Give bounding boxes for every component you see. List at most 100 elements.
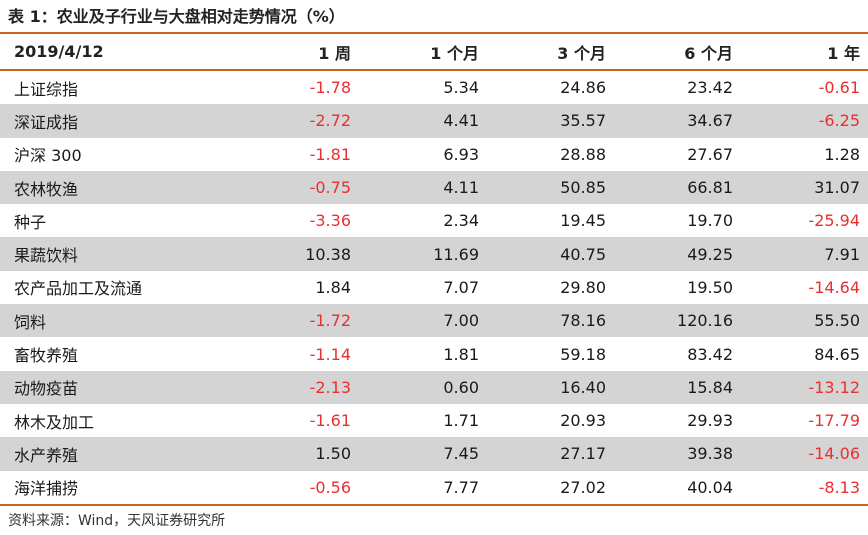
table-cell: 19.45: [560, 211, 606, 231]
table-cell: 27.17: [560, 444, 606, 464]
table-cell: 2.34: [443, 211, 479, 231]
table-row: 沪深 300 -1.81 6.93 28.88 27.67 1.28: [0, 138, 868, 171]
row-label: 深证成指: [14, 112, 79, 132]
header-1m: 1 个月: [430, 43, 479, 63]
table-cell: -25.94: [808, 211, 860, 231]
header-date: 2019/4/12: [14, 42, 104, 61]
table-cell: 39.38: [687, 444, 733, 464]
table-cell: -0.75: [309, 178, 351, 198]
table-cell: -1.72: [309, 311, 351, 331]
source-note: 资料来源：Wind，天风证券研究所: [8, 513, 226, 529]
table-cell: 1.71: [443, 411, 479, 431]
table-cell: 83.42: [687, 344, 733, 364]
table-cell: 31.07: [814, 178, 860, 198]
table-cell: 20.93: [560, 411, 606, 431]
table-cell: 40.75: [560, 244, 606, 264]
table-cell: 49.25: [687, 244, 733, 264]
table-cell: 55.50: [814, 311, 860, 331]
table-row: 水产养殖 1.50 7.45 27.17 39.38 -14.06: [0, 437, 868, 471]
table-cell: -0.61: [818, 78, 860, 98]
table-cell: -1.14: [309, 344, 351, 364]
table-cell: -17.79: [808, 411, 860, 431]
table-cell: -13.12: [808, 377, 860, 397]
row-label: 动物疫苗: [14, 379, 79, 399]
table-cell: 27.02: [560, 477, 606, 497]
table-cell: 84.65: [814, 344, 860, 364]
table-cell: 35.57: [560, 111, 606, 131]
row-label: 水产养殖: [14, 445, 79, 465]
row-label: 农林牧渔: [14, 179, 79, 199]
table-cell: -3.36: [309, 211, 351, 231]
table-cell: 78.16: [560, 311, 606, 331]
table-row: 种子 -3.36 2.34 19.45 19.70 -25.94: [0, 204, 868, 237]
row-label: 农产品加工及流通: [14, 279, 143, 299]
table-cell: -6.25: [818, 111, 860, 131]
table-cell: 10.38: [305, 244, 351, 264]
table-cell: 27.67: [687, 144, 733, 164]
table-row: 林木及加工 -1.61 1.71 20.93 29.93 -17.79: [0, 404, 868, 437]
table-cell: 29.93: [687, 411, 733, 431]
row-label: 沪深 300: [14, 146, 82, 166]
table-cell: 4.41: [443, 111, 479, 131]
table-cell: 28.88: [560, 144, 606, 164]
table-cell: 59.18: [560, 344, 606, 364]
table-cell: 1.84: [315, 277, 351, 297]
top-rule: [0, 32, 868, 34]
table-row: 农产品加工及流通 1.84 7.07 29.80 19.50 -14.64: [0, 271, 868, 304]
table-row: 饲料 -1.72 7.00 78.16 120.16 55.50: [0, 304, 868, 338]
table-cell: -1.61: [309, 411, 351, 431]
table-row: 畜牧养殖 -1.14 1.81 59.18 83.42 84.65: [0, 337, 868, 370]
table-cell: 120.16: [677, 311, 733, 331]
table-cell: -1.81: [309, 144, 351, 164]
bottom-rule: [0, 504, 868, 506]
table-cell: 6.93: [443, 144, 479, 164]
table-cell: 66.81: [687, 178, 733, 198]
table-row: 果蔬饮料 10.38 11.69 40.75 49.25 7.91: [0, 237, 868, 271]
table-cell: 7.45: [443, 444, 479, 464]
table-cell: 7.07: [443, 277, 479, 297]
table-cell: -0.56: [309, 477, 351, 497]
table-cell: 1.28: [824, 144, 860, 164]
table-cell: 5.34: [443, 78, 479, 98]
table-cell: -1.78: [309, 78, 351, 98]
table-cell: 23.42: [687, 78, 733, 98]
table-cell: 19.50: [687, 277, 733, 297]
row-label: 果蔬饮料: [14, 246, 79, 266]
row-label: 林木及加工: [14, 412, 95, 432]
table-cell: 1.50: [315, 444, 351, 464]
table-cell: -14.06: [808, 444, 860, 464]
table-cell: 7.00: [443, 311, 479, 331]
table-cell: -2.72: [309, 111, 351, 131]
table-title: 表 1：农业及子行业与大盘相对走势情况（%）: [8, 7, 345, 26]
row-label: 种子: [14, 212, 47, 232]
header-rule: [0, 69, 868, 71]
table-cell: 34.67: [687, 111, 733, 131]
header-1y: 1 年: [827, 43, 860, 63]
table-cell: 15.84: [687, 377, 733, 397]
table-cell: -2.13: [309, 377, 351, 397]
table-cell: 40.04: [687, 477, 733, 497]
table-cell: 7.77: [443, 477, 479, 497]
row-label: 饲料: [14, 312, 47, 332]
table-cell: 50.85: [560, 178, 606, 198]
table-cell: 19.70: [687, 211, 733, 231]
row-label: 上证综指: [14, 79, 79, 99]
table-cell: 11.69: [433, 244, 479, 264]
table-cell: 4.11: [443, 178, 479, 198]
table-row: 海洋捕捞 -0.56 7.77 27.02 40.04 -8.13: [0, 471, 868, 504]
table-cell: 24.86: [560, 78, 606, 98]
header-6m: 6 个月: [684, 43, 733, 63]
table-row: 动物疫苗 -2.13 0.60 16.40 15.84 -13.12: [0, 370, 868, 404]
table-cell: 1.81: [443, 344, 479, 364]
table-row: 上证综指 -1.78 5.34 24.86 23.42 -0.61: [0, 71, 868, 104]
table-cell: -8.13: [818, 477, 860, 497]
table-cell: 16.40: [560, 377, 606, 397]
row-label: 海洋捕捞: [14, 479, 79, 499]
row-label: 畜牧养殖: [14, 346, 79, 366]
table-body: 上证综指 -1.78 5.34 24.86 23.42 -0.61 深证成指 -2.72 4.4…: [0, 71, 868, 504]
table-cell: 7.91: [824, 244, 860, 264]
table-row: 深证成指 -2.72 4.41 35.57 34.67 -6.25: [0, 104, 868, 138]
table-cell: 0.60: [443, 377, 479, 397]
table-cell: -14.64: [808, 277, 860, 297]
table-cell: 29.80: [560, 277, 606, 297]
